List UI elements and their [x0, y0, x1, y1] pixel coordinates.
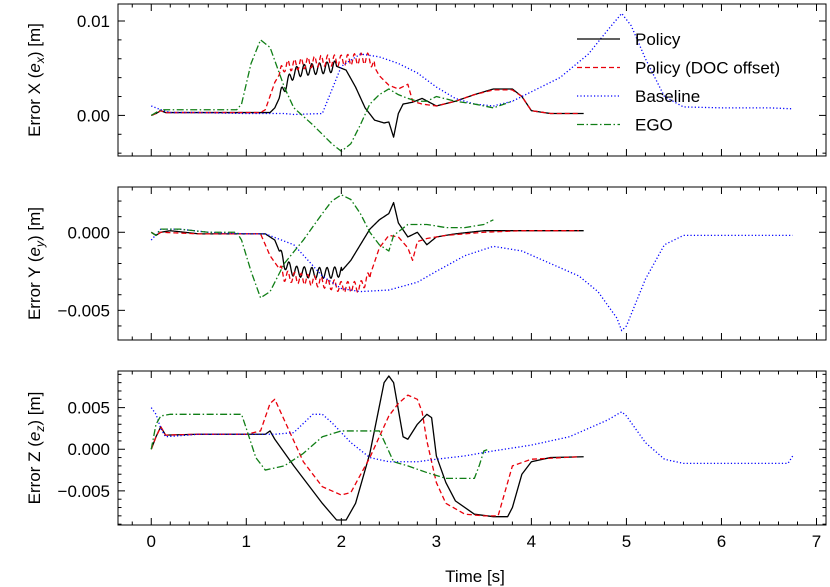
x-axis-label: Time [s] [445, 567, 505, 586]
x-tick-label: 7 [812, 532, 821, 551]
y-tick-label: −0.005 [58, 301, 110, 320]
x-tick-label: 1 [242, 532, 251, 551]
subplot-2: 0.000 −0.005 Error Y (ey) [m] [25, 186, 827, 341]
x-tick-label: 4 [527, 532, 536, 551]
series-line-policy [150, 201, 584, 279]
y-axis-label: Error Z (ez) [m] [25, 392, 47, 505]
y-axis-label-part: e [25, 432, 44, 441]
y-axis-label-part: y [33, 240, 47, 248]
y-axis-label: Error X (ex) [m] [25, 23, 47, 137]
subplot-1: 0.00 0.01 Error X (ex) [m] Policy Policy (DO… [25, 3, 827, 157]
series-line-policy-doc-offset [150, 230, 579, 293]
y-axis-label-part: Error Z ( [25, 441, 44, 505]
series-line-policy [151, 60, 584, 138]
y-axis-label-part: Error X ( [25, 72, 44, 137]
y-tick-label: 0.000 [67, 440, 110, 459]
series-group [150, 12, 793, 152]
y-axis-label-part: ) [m] [25, 392, 44, 426]
series-group [150, 375, 794, 521]
y-tick-label: 0.01 [77, 12, 110, 31]
y-tick-label: 0.000 [67, 223, 110, 242]
series-line-policy-doc-offset [151, 52, 579, 117]
y-axis-label-part: e [25, 63, 44, 72]
y-axis-label-part: Error Y ( [25, 256, 44, 320]
legend-label: Policy [635, 30, 681, 49]
y-axis-label-part: x [33, 56, 47, 64]
legend: Policy Policy (DOC offset) Baseline EGO [577, 30, 780, 135]
series-line-policy [150, 375, 584, 521]
series-line-baseline [150, 407, 794, 465]
series-group [150, 194, 793, 332]
x-tick-label: 5 [622, 532, 631, 551]
x-tick-label: 6 [717, 532, 726, 551]
x-tick-label: 3 [432, 532, 441, 551]
subplot-3: 0 1 2 3 4 5 6 7 0.005 0.000 −0.005 Error Z (ez) [m] [25, 370, 827, 551]
y-tick-label: 0.005 [67, 399, 110, 418]
y-axis-label-part: ) [m] [25, 23, 44, 57]
y-axis-label-part: z [33, 426, 47, 433]
y-tick-label: −0.005 [58, 482, 110, 501]
y-axis-label-part: e [25, 247, 44, 256]
x-tick-label: 2 [337, 532, 346, 551]
y-axis-label-part: ) [m] [25, 207, 44, 241]
y-axis-label: Error Y (ey) [m] [25, 207, 47, 320]
series-line-ego [150, 413, 489, 480]
legend-label: Baseline [635, 87, 700, 106]
series-line-ego [150, 39, 513, 152]
axes-frame [117, 3, 827, 157]
axes-frame [117, 186, 827, 341]
x-tick-label: 0 [147, 532, 156, 551]
legend-label: EGO [635, 116, 673, 135]
axes-frame [117, 370, 827, 526]
legend-label: Policy (DOC offset) [635, 59, 780, 78]
y-tick-label: 0.00 [77, 106, 110, 125]
series-line-baseline [150, 228, 793, 332]
series-line-ego [150, 194, 494, 299]
